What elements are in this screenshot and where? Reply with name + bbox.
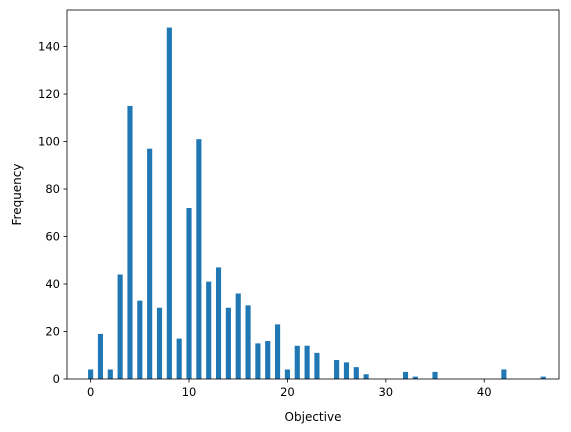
histogram-bar xyxy=(353,367,359,379)
histogram-bar xyxy=(147,148,153,379)
histogram-bar xyxy=(176,338,182,379)
histogram-bar xyxy=(137,300,143,379)
histogram-bar xyxy=(245,305,251,379)
histogram-bar xyxy=(186,208,192,379)
histogram-bar xyxy=(363,374,369,379)
histogram-bar xyxy=(196,139,202,379)
histogram-bar xyxy=(501,369,507,379)
x-axis: 0 10 20 30 40 xyxy=(87,379,492,399)
x-tick-label: 30 xyxy=(378,385,393,399)
y-tick-label: 100 xyxy=(38,135,60,149)
y-tick-label: 80 xyxy=(45,182,60,196)
histogram-bar xyxy=(432,371,438,379)
histogram-bar xyxy=(265,341,271,379)
y-axis-label: Frequency xyxy=(10,164,24,226)
histogram-bar xyxy=(343,362,350,379)
histogram-bar xyxy=(215,267,222,379)
histogram-bar xyxy=(156,307,163,379)
y-tick-label: 60 xyxy=(45,230,60,244)
histogram-bar xyxy=(540,376,546,379)
plot-frame xyxy=(66,9,560,380)
histogram-bar xyxy=(127,105,133,380)
histogram-bar xyxy=(334,360,340,379)
x-tick-label: 20 xyxy=(280,385,295,399)
histogram-bar xyxy=(206,281,212,379)
histogram-bar xyxy=(314,352,320,379)
x-tick-label: 40 xyxy=(477,385,492,399)
y-tick-label: 140 xyxy=(38,40,60,54)
y-tick-label: 120 xyxy=(38,87,60,101)
histogram-bar xyxy=(235,293,241,379)
histogram-bar xyxy=(284,369,290,379)
x-axis-label: Objective xyxy=(285,410,342,424)
y-axis: 0 20 40 60 80 100 120 140 xyxy=(38,40,67,386)
histogram-bar xyxy=(304,345,310,379)
histogram-bar xyxy=(255,343,261,379)
histogram-bar xyxy=(117,274,123,379)
histogram-bar xyxy=(402,371,409,379)
x-tick-label: 10 xyxy=(182,385,197,399)
bars-group xyxy=(88,27,546,380)
histogram-bar xyxy=(97,333,104,379)
y-tick-label: 0 xyxy=(53,372,60,386)
y-tick-label: 20 xyxy=(45,325,60,339)
y-tick-label: 40 xyxy=(45,277,60,291)
histogram-bar xyxy=(275,324,281,379)
x-tick-label: 0 xyxy=(87,385,94,399)
histogram-bar xyxy=(88,369,94,379)
histogram-bar xyxy=(412,376,418,379)
histogram-bar xyxy=(294,345,300,379)
histogram-bar xyxy=(225,307,231,379)
histogram-bar xyxy=(166,27,172,379)
histogram-bar xyxy=(107,369,113,379)
